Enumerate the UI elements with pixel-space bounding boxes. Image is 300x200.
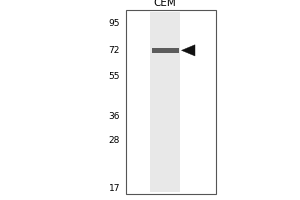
Text: 95: 95 <box>109 19 120 28</box>
Bar <box>126 10 216 194</box>
Text: 72: 72 <box>109 46 120 55</box>
Bar <box>150 12 180 192</box>
Text: 36: 36 <box>109 112 120 121</box>
Text: 55: 55 <box>109 72 120 81</box>
Text: 17: 17 <box>109 184 120 193</box>
Text: 28: 28 <box>109 136 120 145</box>
Bar <box>152 48 178 53</box>
Polygon shape <box>182 45 195 56</box>
Text: CEM: CEM <box>154 0 176 8</box>
